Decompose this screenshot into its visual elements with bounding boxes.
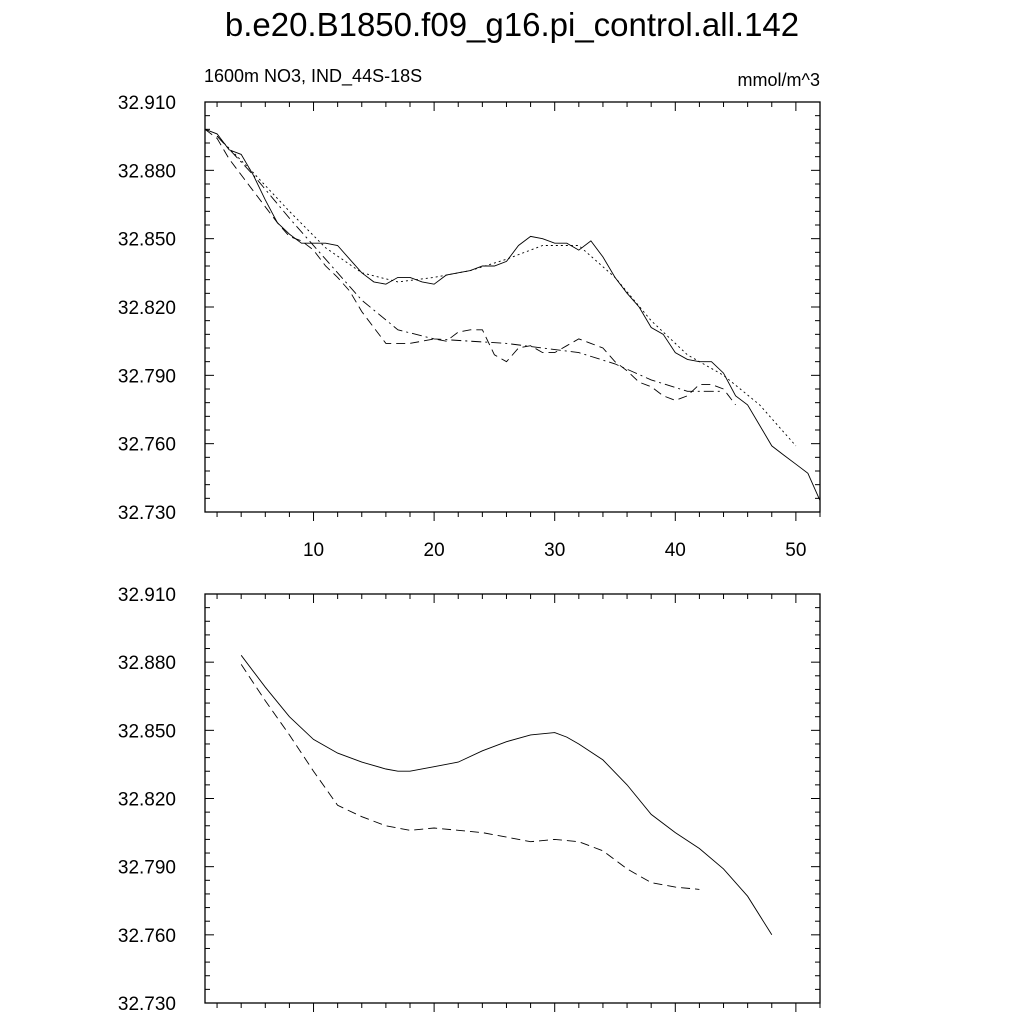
y-tick-label: 32.820 [118, 790, 176, 811]
y-tick-label: 32.910 [118, 93, 176, 114]
chart-subtitle-units: mmol/m^3 [737, 70, 820, 90]
y-tick-label: 32.730 [118, 994, 176, 1015]
y-tick-label: 32.910 [118, 585, 176, 606]
series-line-solid [240, 655, 773, 936]
x-tick-label: 40 [665, 540, 686, 561]
x-tick-label: 50 [785, 540, 806, 561]
y-tick-label: 32.730 [118, 503, 176, 524]
y-tick-label: 32.850 [118, 230, 176, 251]
plot-frame [204, 101, 821, 513]
y-tick-label: 32.850 [118, 721, 176, 742]
series-line-dashed [240, 664, 700, 890]
y-tick-label: 32.820 [118, 298, 176, 319]
series-line-dashdot [216, 135, 724, 392]
x-tick-label: 10 [303, 540, 324, 561]
bottom-panel-chart: 32.910 32.880 32.850 32.820 32.790 32.760 32.7… [118, 585, 821, 1015]
chart-title: b.e20.B1850.f09_g16.pi_control.all.142 [224, 6, 800, 43]
series-line-dotted [216, 135, 797, 447]
series-line-solid [204, 128, 821, 501]
y-tick-label: 32.760 [118, 926, 176, 947]
y-tick-label: 32.880 [118, 161, 176, 182]
y-tick-label: 32.760 [118, 435, 176, 456]
top-panel-chart: 32.910 32.880 32.850 32.820 32.790 32.760 32.7… [118, 93, 821, 561]
y-tick-label: 32.880 [118, 653, 176, 674]
chart-subtitle-variable: 1600m NO3, IND_44S-18S [204, 66, 423, 86]
x-tick-label: 20 [424, 540, 445, 561]
y-tick-label: 32.790 [118, 858, 176, 879]
series-line-dashed [204, 128, 736, 406]
y-tick-label: 32.790 [118, 366, 176, 387]
plot-frame [204, 593, 821, 1004]
x-tick-label: 30 [544, 540, 565, 561]
